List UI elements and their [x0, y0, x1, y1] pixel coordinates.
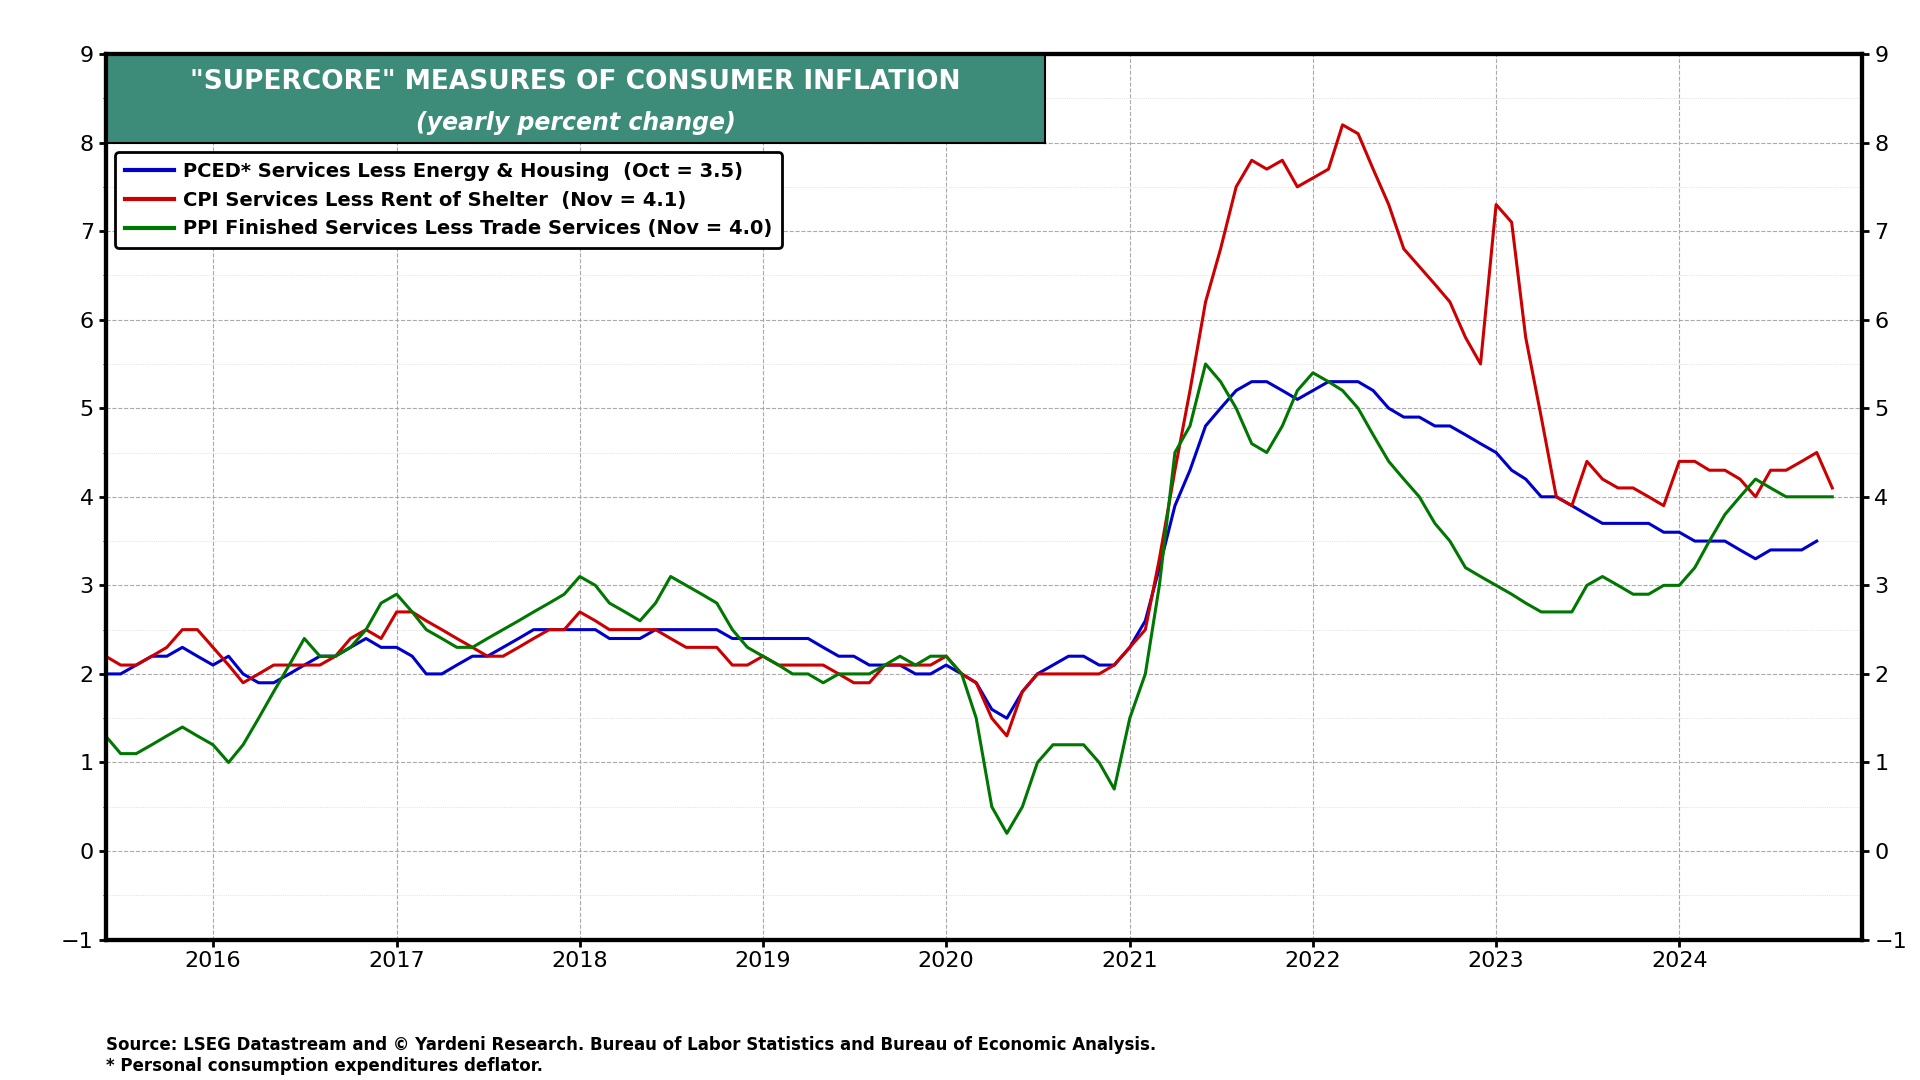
Text: Source: LSEG Datastream and © Yardeni Research. Bureau of Labor Statistics and B: Source: LSEG Datastream and © Yardeni Re…: [106, 1036, 1156, 1075]
Legend: PCED* Services Less Energy & Housing  (Oct = 3.5), CPI Services Less Rent of She: PCED* Services Less Energy & Housing (Oc…: [115, 152, 781, 248]
